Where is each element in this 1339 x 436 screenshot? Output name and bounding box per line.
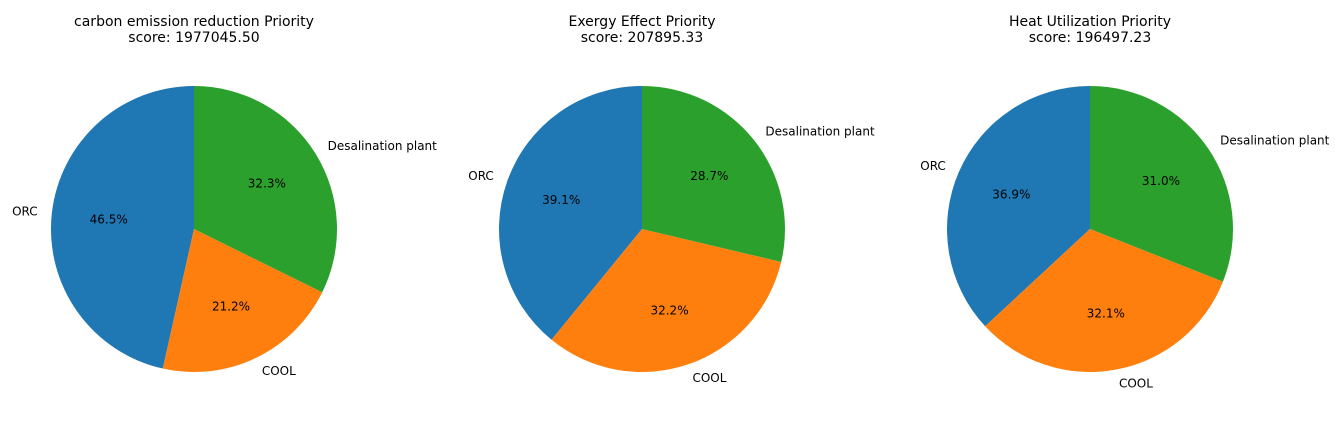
slice-percent-label: 28.7% (690, 169, 728, 183)
pie-slice-desalination-plant (642, 86, 785, 262)
slice-category-label: ORC (12, 205, 38, 219)
chart-title: carbon emission reduction Priority score:… (74, 14, 314, 46)
pie-slice-orc (946, 86, 1090, 327)
pie-slice-desalination-plant (194, 86, 337, 293)
slice-category-label: Desalination plant (328, 139, 438, 153)
slice-percent-label: 32.1% (1087, 306, 1125, 320)
slice-percent-label: 46.5% (90, 213, 128, 227)
slice-percent-label: 21.2% (212, 299, 250, 313)
slice-percent-label: 32.2% (650, 303, 688, 317)
pie-chart-1: carbon emission reduction Priority score:… (12, 14, 437, 378)
pie-slice-cool (551, 229, 782, 372)
slice-category-label: Desalination plant (1220, 134, 1330, 148)
slice-percent-label: 31.0% (1142, 174, 1180, 188)
pie-slice-cool (985, 229, 1223, 373)
slice-percent-label: 36.9% (992, 188, 1030, 202)
pie-slice-cool (162, 229, 323, 373)
slice-percent-label: 39.1% (542, 193, 580, 207)
slice-category-label: COOL (692, 371, 726, 385)
chart-title: Heat Utilization Priority score: 196497.2… (1009, 14, 1171, 46)
pie-chart-3: Heat Utilization Priority score: 196497.2… (920, 14, 1329, 391)
slice-category-label: Desalination plant (765, 124, 875, 138)
slice-category-label: ORC (920, 159, 946, 173)
slice-category-label: COOL (262, 364, 296, 378)
slice-category-label: COOL (1119, 377, 1153, 391)
pie-slice-orc (499, 86, 642, 340)
pie-slice-orc (50, 86, 195, 369)
pie-slice-desalination-plant (1090, 85, 1234, 282)
slice-category-label: ORC (468, 169, 494, 183)
slice-percent-label: 32.3% (248, 177, 286, 191)
pie-chart-2: Exergy Effect Priority score: 207895.33 39… (468, 14, 875, 385)
chart-title: Exergy Effect Priority score: 207895.33 (568, 14, 715, 46)
